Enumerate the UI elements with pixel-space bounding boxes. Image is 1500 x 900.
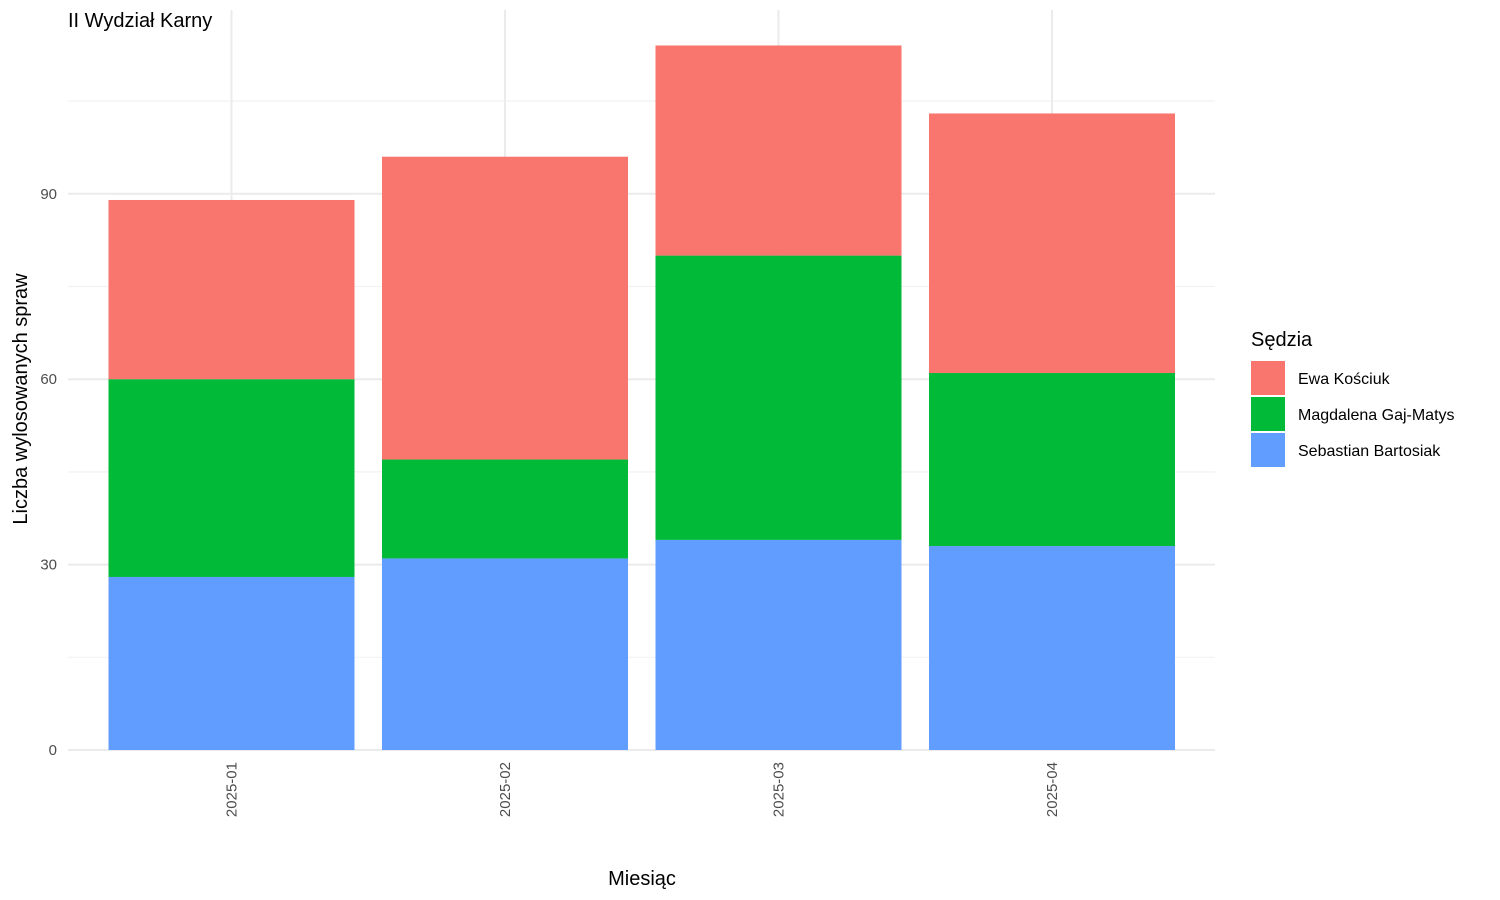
legend: Sędzia Ewa Kościuk Magdalena Gaj-Matys Seb… — [1251, 329, 1455, 467]
legend-swatch — [1251, 361, 1285, 395]
y-tick-label: 0 — [49, 742, 57, 759]
legend-swatch — [1251, 397, 1285, 431]
bar-segment — [929, 546, 1175, 750]
legend-title: Sędzia — [1251, 329, 1313, 351]
x-axis-title: Miesiąc — [608, 868, 676, 890]
chart-title: II Wydział Karny — [68, 10, 212, 32]
y-tick-label: 30 — [40, 557, 57, 574]
x-tick-label: 2025-03 — [771, 762, 788, 817]
bars — [108, 45, 1175, 750]
bar-segment — [929, 113, 1175, 374]
x-tick-label: 2025-02 — [497, 762, 514, 817]
bar-segment — [382, 156, 628, 460]
bar-segment — [655, 255, 902, 540]
bar-segment — [382, 459, 628, 559]
legend-swatch — [1251, 433, 1285, 467]
bar-segment — [655, 45, 902, 256]
legend-label: Sebastian Bartosiak — [1298, 443, 1441, 460]
y-axis-ticks: 0 30 60 90 — [40, 186, 57, 759]
y-tick-label: 90 — [40, 186, 57, 203]
x-tick-label: 2025-04 — [1044, 762, 1061, 817]
bar-segment — [108, 576, 355, 750]
y-axis-title: Liczba wylosowanych spraw — [10, 273, 32, 525]
bar-segment — [929, 373, 1175, 547]
y-tick-label: 60 — [40, 371, 57, 388]
x-axis-ticks: 2025-01 2025-02 2025-03 2025-04 — [224, 762, 1062, 817]
bar-segment — [655, 539, 902, 750]
legend-label: Magdalena Gaj-Matys — [1298, 407, 1455, 424]
legend-label: Ewa Kościuk — [1298, 371, 1391, 388]
bar-segment — [382, 558, 628, 750]
legend-items: Ewa Kościuk Magdalena Gaj-Matys Sebastian … — [1251, 361, 1455, 467]
bar-segment — [108, 379, 355, 577]
bar-segment — [108, 199, 355, 380]
x-tick-label: 2025-01 — [224, 762, 241, 817]
